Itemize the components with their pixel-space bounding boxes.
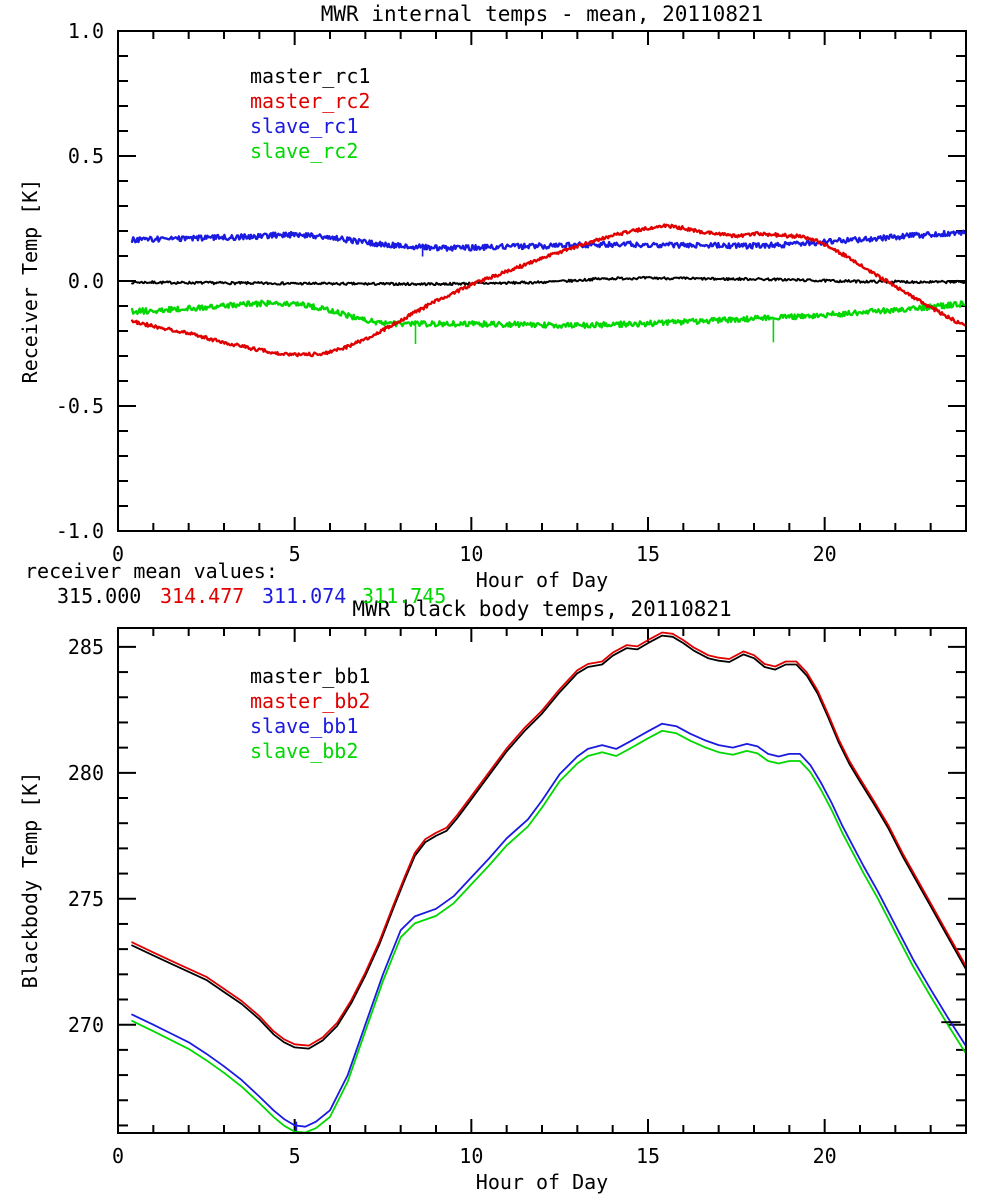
series-master_rc1 — [131, 275, 965, 287]
chart1-x-tick-label: 5 — [288, 542, 301, 566]
chart2-x-tick-label: 20 — [812, 1144, 837, 1168]
chart1-y-tick-label: 0.5 — [67, 144, 104, 168]
mean-value-3: 311.745 — [362, 584, 447, 608]
mean-value-2: 311.074 — [262, 584, 347, 608]
series-master_bb2 — [131, 631, 965, 1047]
legend-item-slave_rc2: slave_rc2 — [250, 139, 359, 163]
chart2-y-tick-label: 280 — [67, 760, 104, 785]
series-master_rc2 — [130, 223, 965, 358]
chart1-x-axis-label: Hour of Day — [475, 568, 609, 592]
legend-item-slave_bb1: slave_bb1 — [250, 714, 359, 738]
chart1-title: MWR internal temps - mean, 20110821 — [320, 2, 764, 26]
legend-item-master_rc2: master_rc2 — [250, 89, 371, 113]
series-slave_bb2 — [131, 729, 965, 1132]
chart2-x-tick-label: 0 — [111, 1144, 125, 1168]
chart2-title: MWR black body temps, 20110821 — [352, 597, 732, 621]
chart1-x-tick-label: 15 — [635, 542, 661, 566]
series-slave_rc2 — [130, 299, 965, 330]
chart2-x-axis-label: Hour of Day — [475, 1170, 609, 1194]
chart2-y-axis-label: Blackbody Temp [K] — [18, 771, 42, 989]
chart2-y-tick-label: 275 — [67, 886, 104, 911]
series-slave_bb1 — [131, 722, 965, 1128]
legend-item-slave_rc1: slave_rc1 — [250, 114, 359, 138]
chart1-y-tick-label: -1.0 — [55, 519, 104, 543]
chart1-x-tick-label: 20 — [812, 542, 837, 566]
legend-item-master_bb2: master_bb2 — [250, 689, 371, 713]
chart2-y-tick-label: 270 — [67, 1012, 104, 1037]
chart1-y-tick-label: 1.0 — [67, 19, 104, 43]
legend-item-master_bb1: master_bb1 — [250, 664, 371, 688]
chart1-x-tick-label: 0 — [111, 542, 125, 566]
mean-value-1: 314.477 — [160, 584, 245, 608]
legend-item-slave_bb2: slave_bb2 — [250, 739, 359, 763]
chart1-x-tick-label: 10 — [459, 542, 484, 566]
chart2-y-tick-label: 285 — [67, 634, 104, 659]
chart1-y-tick-label: -0.5 — [55, 394, 104, 418]
series-master_bb1 — [131, 634, 965, 1050]
mean-value-0: 315.000 — [57, 584, 142, 608]
legend-item-master_rc1: master_rc1 — [250, 64, 371, 88]
mean-values-label: receiver mean values: — [25, 559, 278, 583]
chart2-x-tick-label: 15 — [635, 1144, 661, 1168]
chart2-x-tick-label: 5 — [288, 1144, 301, 1168]
chart2-x-tick-label: 10 — [459, 1144, 484, 1168]
series-slave_rc1 — [130, 229, 965, 252]
chart1-y-tick-label: 0.0 — [67, 269, 104, 293]
